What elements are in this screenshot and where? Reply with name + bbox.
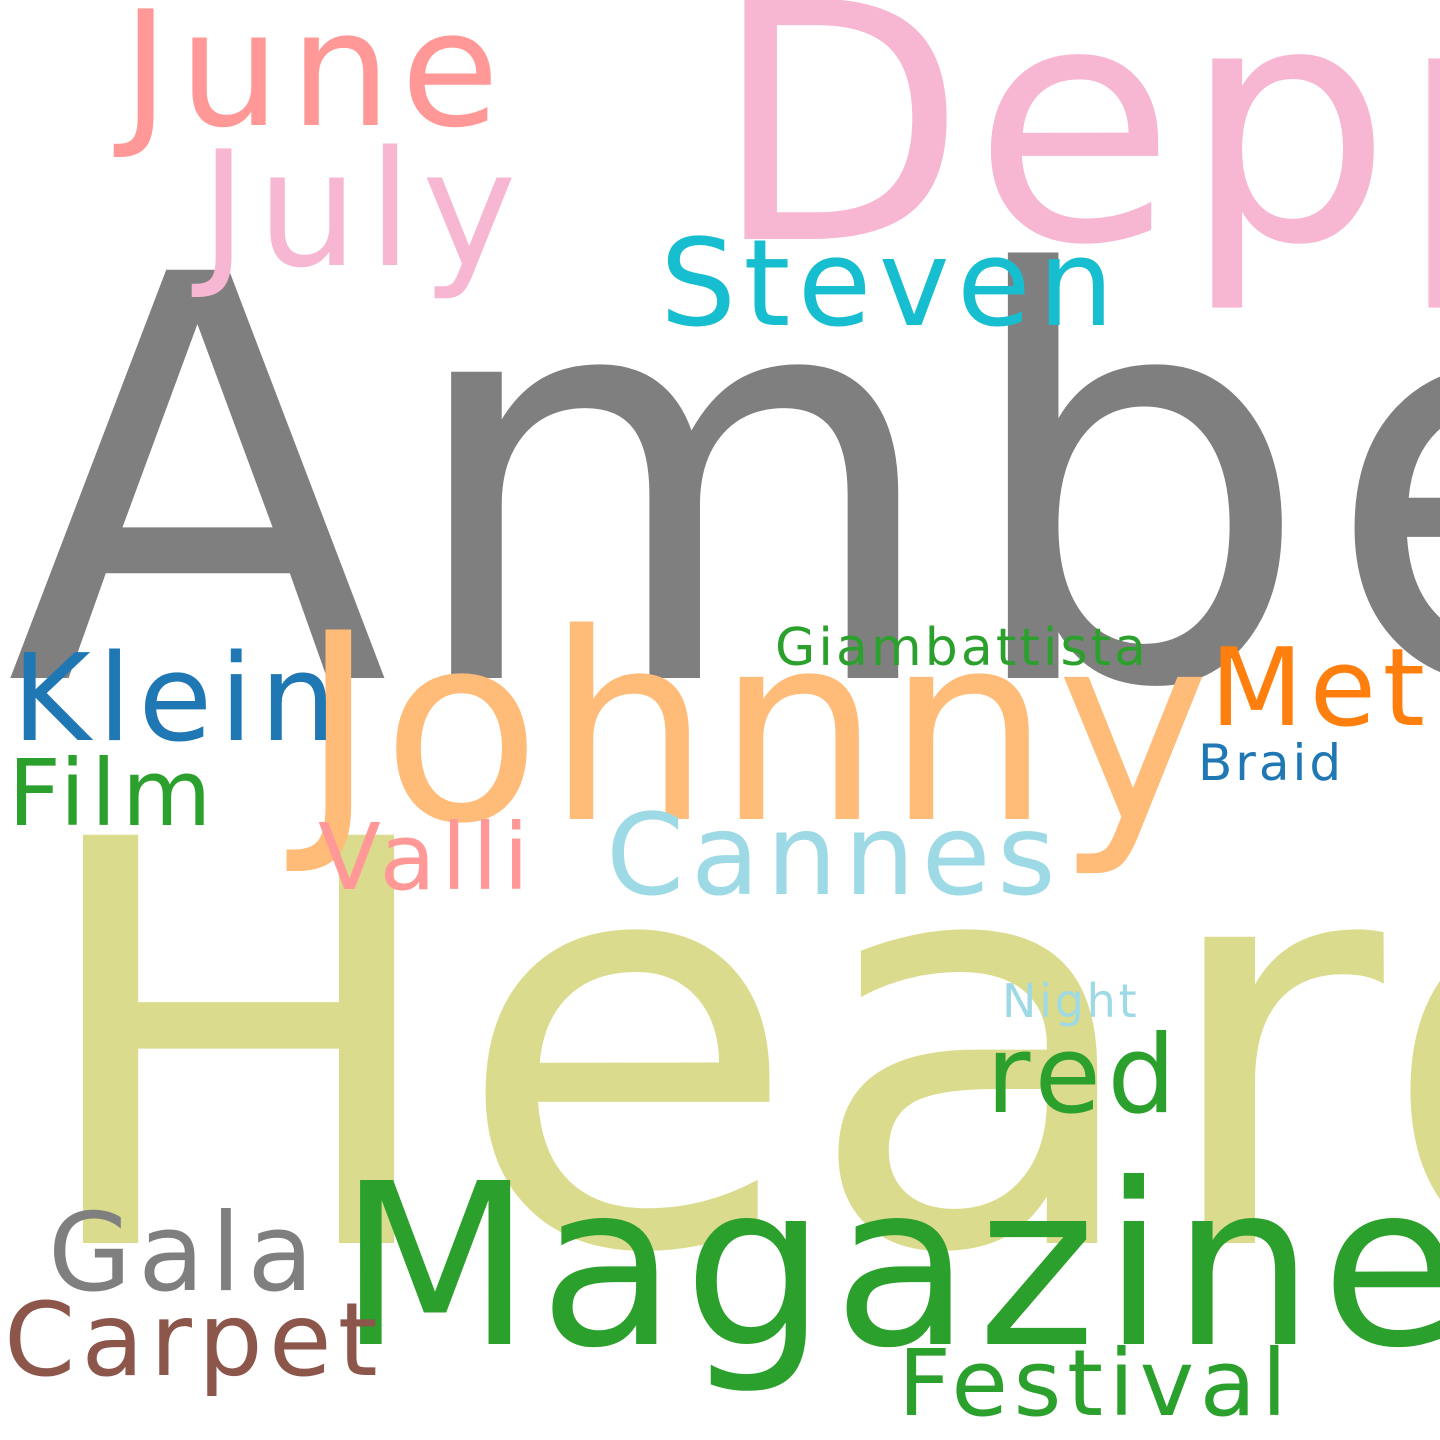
word-amber: Amber — [6, 159, 1440, 811]
word-heard: Heard — [28, 724, 1440, 1376]
word-carpet: Carpet — [4, 1281, 384, 1400]
word-valli: Valli — [318, 804, 535, 911]
word-film: Film — [8, 740, 218, 847]
word-night: Night — [1002, 974, 1140, 1028]
word-magazine: Magazine — [338, 1136, 1440, 1398]
word-johnny: Johnny — [300, 579, 1216, 881]
word-braid: Braid — [1198, 734, 1345, 792]
word-met: Met — [1210, 626, 1432, 751]
word-klein: Klein — [12, 630, 344, 769]
word-cannes: Cannes — [606, 791, 1063, 921]
word-red: red — [986, 1013, 1183, 1138]
word-giambattista: Giambattista — [775, 618, 1150, 678]
word-steven: Steven — [660, 215, 1122, 354]
word-gala: Gala — [48, 1191, 320, 1316]
word-depp: Depp — [712, 0, 1440, 317]
word-festival: Festival — [898, 1330, 1293, 1437]
word-june: June — [122, 0, 509, 163]
word-july: July — [200, 116, 527, 303]
